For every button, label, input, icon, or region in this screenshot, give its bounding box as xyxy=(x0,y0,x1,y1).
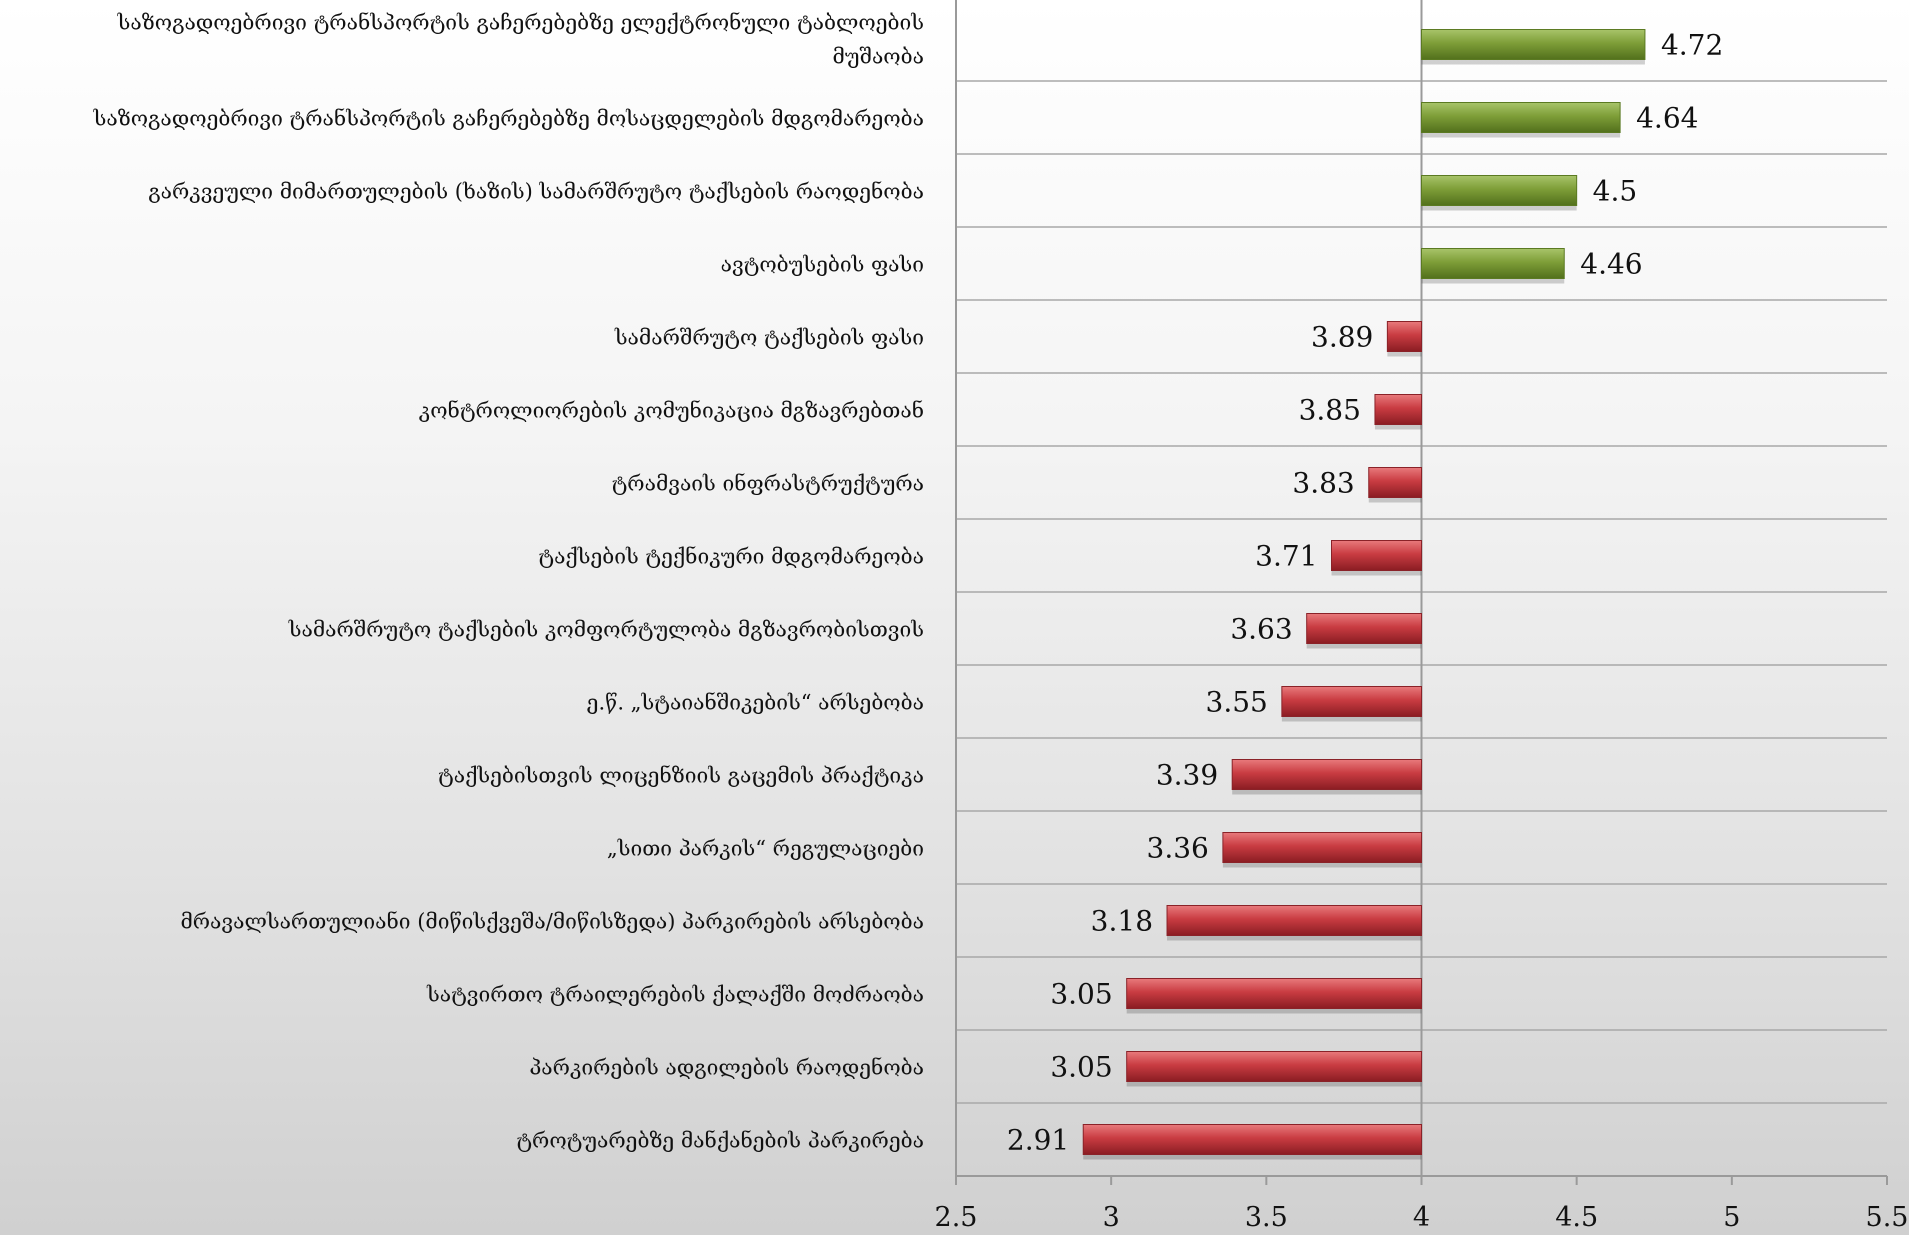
category-label: პარკირების ადგილების რაოდენობა xyxy=(529,1056,924,1080)
bar xyxy=(1166,905,1422,936)
x-tick-label: 3 xyxy=(1103,1202,1120,1233)
value-label: 2.91 xyxy=(1007,1124,1069,1157)
category-label-line: კონტროლიორების კომუნიკაცია მგზავრებთან xyxy=(419,399,924,423)
bar xyxy=(1222,832,1423,863)
category-label-line: სამარშრუტო ტაქსების კომფორტულობა მგზავრო… xyxy=(288,618,924,642)
labels: 2.5 3 3.5 4 4.5 5 5.5 4.72 საზოგადოებრივი ტრანსპ… xyxy=(93,11,1909,1234)
category-label-line: სატვირთო ტრაილერების ქალაქში მოძრაობა xyxy=(426,983,924,1007)
value-label: 3.36 xyxy=(1147,832,1209,865)
category-label: გარკვეული მიმართულების (ხაზის) სამარშრუტ… xyxy=(148,180,924,204)
category-label-line: საზოგადოებრივი ტრანსპორტის გაჩერებებზე მ… xyxy=(93,107,924,131)
category-label: ტროტუარებზე მანქანების პარკირება xyxy=(516,1129,924,1153)
category-label: „სითი პარკის“ რეგულაციები xyxy=(607,837,924,861)
bar xyxy=(1126,978,1423,1009)
category-label-line: ტრამვაის ინფრასტრუქტურა xyxy=(612,472,924,496)
category-label: ტაქსებისთვის ლიცენზიის გაცემის პრაქტიკა xyxy=(438,764,924,788)
value-label: 4.64 xyxy=(1636,102,1698,135)
category-label: კონტროლიორების კომუნიკაცია მგზავრებთან xyxy=(419,399,924,423)
category-label: ტრამვაის ინფრასტრუქტურა xyxy=(612,472,924,496)
category-label: სამარშრუტო ტაქსების კომფორტულობა მგზავრო… xyxy=(288,618,924,642)
value-label: 3.05 xyxy=(1050,978,1112,1011)
value-label: 3.39 xyxy=(1156,759,1218,792)
bar xyxy=(1421,248,1565,279)
category-label: სატვირთო ტრაილერების ქალაქში მოძრაობა xyxy=(426,983,924,1007)
category-label-line: ე.წ. „სტაიანშიკების“ არსებობა xyxy=(587,691,924,715)
value-label: 4.72 xyxy=(1661,29,1723,62)
category-label: საზოგადოებრივი ტრანსპორტის გაჩერებებზე ე… xyxy=(117,11,924,69)
category-label: საზოგადოებრივი ტრანსპორტის გაჩერებებზე მ… xyxy=(93,107,924,131)
value-label: 3.05 xyxy=(1050,1051,1112,1084)
bar xyxy=(1126,1051,1423,1082)
category-label-line: მრავალსართულიანი (მიწისქვეშა/მიწისზედა) … xyxy=(180,910,924,934)
value-label: 3.63 xyxy=(1230,613,1292,646)
category-label-line: პარკირების ადგილების რაოდენობა xyxy=(529,1056,924,1080)
bar xyxy=(1421,102,1621,133)
value-label: 3.85 xyxy=(1299,394,1361,427)
bar xyxy=(1368,467,1422,498)
bar xyxy=(1421,175,1578,206)
x-tick-label: 2.5 xyxy=(935,1202,978,1233)
category-label-line: ავტობუსების ფასი xyxy=(721,253,924,277)
value-label: 3.89 xyxy=(1311,321,1373,354)
x-tick-label: 5 xyxy=(1723,1202,1740,1233)
x-tick-label: 4.5 xyxy=(1555,1202,1598,1233)
bar xyxy=(1421,29,1646,60)
bar xyxy=(1231,759,1422,790)
category-label: სამარშრუტო ტაქსების ფასი xyxy=(614,326,924,350)
category-label-line: მუშაობა xyxy=(833,45,924,69)
bar xyxy=(1386,321,1422,352)
bar xyxy=(1374,394,1422,425)
category-label-line: ტროტუარებზე მანქანების პარკირება xyxy=(516,1129,924,1153)
value-label: 3.71 xyxy=(1255,540,1317,573)
bar xyxy=(1082,1124,1423,1155)
category-label-line: საზოგადოებრივი ტრანსპორტის გაჩერებებზე ე… xyxy=(117,11,924,35)
bar xyxy=(1331,540,1422,571)
category-label-line: ტაქსების ტექნიკური მდგომარეობა xyxy=(538,545,924,569)
x-tick-label: 3.5 xyxy=(1245,1202,1288,1233)
bar xyxy=(1306,613,1422,644)
bar xyxy=(1281,686,1422,717)
category-label-line: სამარშრუტო ტაქსების ფასი xyxy=(614,326,924,350)
category-label: მრავალსართულიანი (მიწისქვეშა/მიწისზედა) … xyxy=(180,910,924,934)
category-label: ავტობუსების ფასი xyxy=(721,253,924,277)
bars xyxy=(1082,29,1646,1160)
x-tick-label: 4 xyxy=(1413,1202,1430,1233)
value-label: 4.5 xyxy=(1593,175,1638,208)
category-label-line: ტაქსებისთვის ლიცენზიის გაცემის პრაქტიკა xyxy=(438,764,924,788)
value-label: 4.46 xyxy=(1580,248,1642,281)
x-tick-label: 5.5 xyxy=(1866,1202,1909,1233)
category-label-line: „სითი პარკის“ რეგულაციები xyxy=(607,837,924,861)
category-label: ე.წ. „სტაიანშიკების“ არსებობა xyxy=(587,691,924,715)
value-label: 3.83 xyxy=(1292,467,1354,500)
category-label-line: გარკვეული მიმართულების (ხაზის) სამარშრუტ… xyxy=(148,180,924,204)
category-label: ტაქსების ტექნიკური მდგომარეობა xyxy=(538,545,924,569)
value-label: 3.18 xyxy=(1091,905,1153,938)
value-label: 3.55 xyxy=(1206,686,1268,719)
